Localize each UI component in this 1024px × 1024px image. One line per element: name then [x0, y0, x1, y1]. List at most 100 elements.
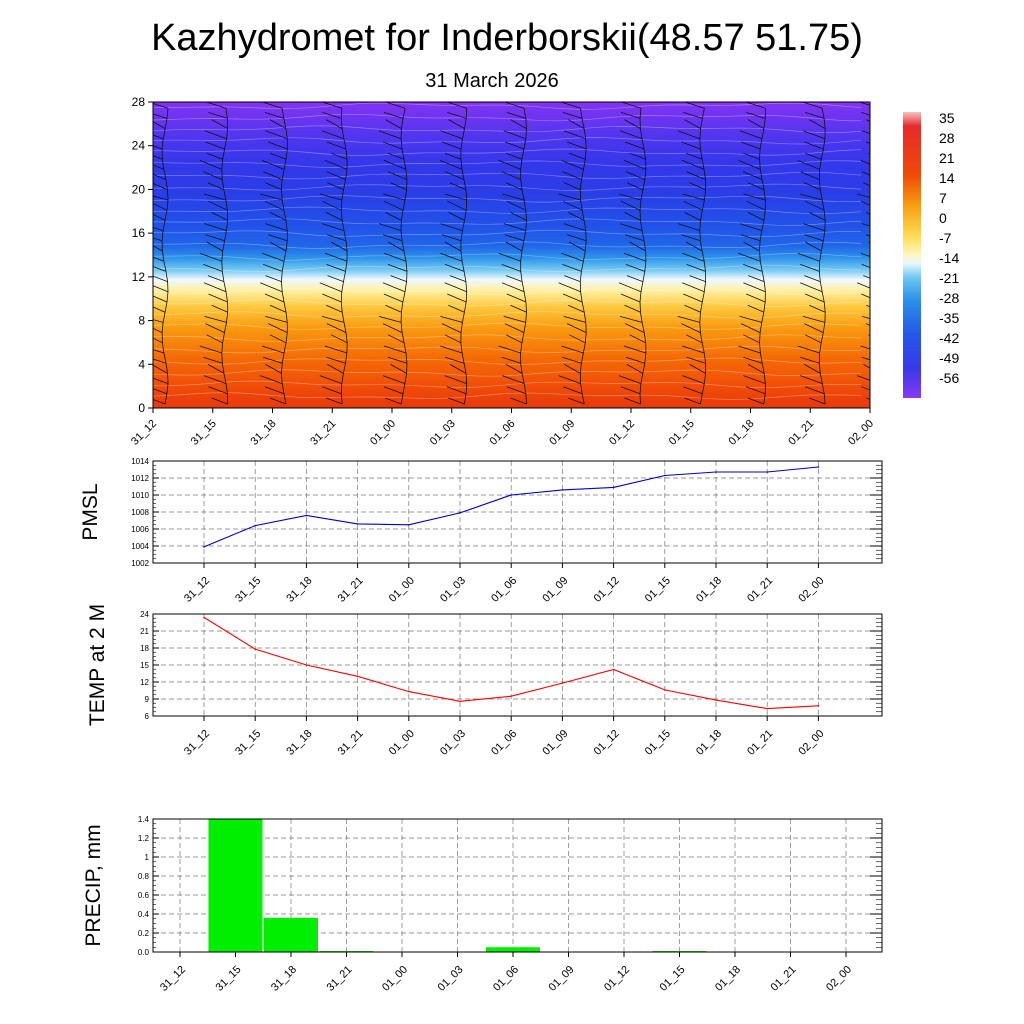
data-point: [664, 689, 666, 691]
data-point: [612, 668, 615, 671]
xtick-label: 01_15: [658, 964, 688, 994]
temperature-panel: 6 9 12 15 18 21 24 31_12 31_15 31_18 31_21 01_00 01_…: [86, 604, 883, 758]
xtick-label: 01_18: [694, 575, 724, 605]
cross-section-ytick-label: 0: [138, 401, 145, 415]
wind-barb-shaft: [161, 108, 169, 405]
xtick-label: 31_18: [269, 964, 299, 994]
cross-section-ytick-label: 4: [138, 357, 145, 371]
isotherm-line: [153, 322, 862, 330]
colorbar: [903, 112, 921, 398]
ytick-label: 1012: [131, 474, 149, 483]
wind-barb-flags: [856, 102, 870, 400]
ytick-label: 0.8: [138, 872, 150, 881]
isotherm-line: [153, 253, 862, 261]
wind-barb-flags: [558, 102, 587, 405]
wind-barb-flags: [498, 102, 527, 405]
data-point: [561, 489, 564, 491]
xtick-label: 02_00: [796, 575, 826, 605]
xtick-label: 02_00: [824, 964, 854, 994]
isotherm-line: [153, 195, 862, 203]
wind-barb-shaft: [400, 108, 408, 405]
wind-barb-flags: [199, 102, 228, 405]
data-point: [408, 523, 410, 526]
xtick-label: 01_00: [387, 728, 417, 758]
wind-barb-flags: [738, 102, 766, 405]
xtick-label: 01_18: [713, 964, 743, 994]
isotherm-line: [153, 218, 862, 226]
ytick-label: 1008: [131, 508, 149, 517]
wind-barb-flags: [319, 102, 348, 405]
xtick-label: 01_12: [602, 964, 632, 994]
data-point: [254, 524, 256, 527]
xtick-label: 01_03: [438, 728, 468, 758]
xtick-label: 31_12: [182, 575, 212, 605]
data-point: [459, 512, 461, 514]
isotherm-line: [153, 183, 862, 191]
colorbar-label: -49: [939, 350, 959, 366]
isotherm-line: [153, 334, 862, 342]
xtick-label: 01_15: [643, 728, 673, 758]
isotherm-line: [153, 229, 861, 237]
isotherm-line: [153, 369, 862, 377]
ytick-label: 1010: [131, 491, 149, 500]
ytick-label: 6: [145, 712, 150, 721]
xtick-label: 31_15: [214, 964, 244, 994]
cross-section-xtick-label: 01_12: [607, 418, 637, 448]
wind-barb-shaft: [281, 108, 288, 405]
data-point: [203, 546, 205, 548]
figure-title: Kazhydromet for Inderborskii(48.57 51.75…: [151, 17, 863, 59]
isotherm-line: [153, 287, 862, 296]
xtick-label: 01_00: [380, 964, 410, 994]
ytick-label: 1014: [131, 457, 149, 466]
colorbar-label: 14: [939, 170, 955, 186]
data-point: [305, 664, 308, 666]
pmsl-panel: 1002 1004 1006 1008 1010 1012 1014 31_12 31_15 31…: [79, 457, 883, 605]
colorbar-label: 35: [939, 110, 955, 126]
isotherm-line: [153, 392, 862, 400]
data-point: [254, 648, 256, 650]
xtick-label: 31_18: [284, 728, 314, 758]
wind-barb-flags: [618, 102, 647, 405]
data-point: [817, 466, 820, 468]
wind-barb-flags: [260, 102, 288, 405]
isotherm-line: [153, 206, 862, 215]
data-point: [766, 471, 768, 473]
axis-title: PMSL: [79, 483, 102, 540]
wind-barb-shaft: [520, 108, 527, 405]
cross-section-xtick-label: 01_18: [727, 418, 757, 448]
wind-barb-shaft: [699, 108, 707, 405]
isotherm-line: [153, 171, 862, 180]
xtick-label: 31_15: [233, 728, 263, 758]
axis-title: PRECIP, mm: [82, 824, 105, 946]
xtick-label: 01_15: [643, 575, 673, 605]
cross-section-xtick-label: 31_12: [129, 418, 159, 448]
wind-barb-flags: [378, 102, 408, 405]
colorbar-label: -35: [939, 310, 959, 326]
colorbar-label: -21: [939, 270, 959, 286]
cross-section-xtick-label: 01_03: [428, 418, 458, 448]
data-point: [715, 699, 717, 701]
isotherm-line: [153, 102, 862, 110]
colorbar-label: -28: [939, 290, 959, 306]
data-point: [766, 707, 768, 710]
colorbar-label: 0: [939, 210, 947, 226]
wind-barb-shaft: [759, 108, 766, 405]
ytick-label: 1006: [131, 525, 149, 534]
ytick-label: 0.0: [138, 948, 150, 957]
ytick-label: 18: [140, 644, 149, 653]
xtick-label: 01_12: [592, 728, 622, 758]
cross-section-xtick-label: 01_21: [786, 418, 816, 448]
wind-barb-shaft: [460, 108, 468, 405]
axis-title: TEMP at 2 M: [86, 604, 109, 726]
wind-barb-flags: [797, 102, 826, 405]
precip-panel: 0.0 0.2 0.4 0.6 0.8 1 1.2 1.4 31_12 31_15 31_18 31_…: [82, 815, 883, 994]
wind-barb-flags: [153, 103, 169, 405]
data-point: [356, 523, 359, 525]
colorbar-label: -56: [939, 370, 959, 386]
isotherms: [153, 102, 862, 400]
xtick-label: 01_06: [489, 728, 519, 758]
cross-section-xtick-label: 31_21: [308, 418, 338, 448]
ytick-label: 0.4: [138, 910, 150, 919]
wind-barbs: [153, 102, 870, 405]
